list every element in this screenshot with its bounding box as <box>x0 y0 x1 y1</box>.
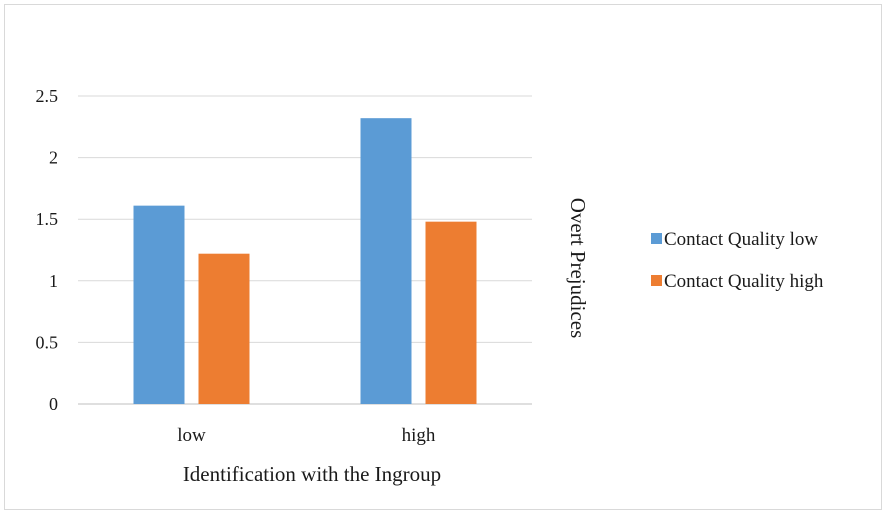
x-tick-labels: low high <box>177 425 436 446</box>
bars <box>134 118 477 404</box>
y-tick-labels: 0 0.5 1 1.5 2 2.5 <box>36 86 59 414</box>
y-axis-label: Overt Prejudices <box>566 198 590 339</box>
bar <box>426 222 477 404</box>
legend-entry: Contact Quality high <box>664 271 824 292</box>
legend-swatch <box>651 233 662 244</box>
y-tick-label: 1 <box>49 271 58 291</box>
y-tick-label: 2.5 <box>36 86 59 106</box>
bar <box>199 254 250 404</box>
legend-swatch <box>651 275 662 286</box>
y-tick-label: 0.5 <box>36 332 59 352</box>
x-axis-label: Identification with the Ingroup <box>183 462 441 486</box>
legend: Contact Quality low Contact Quality high <box>651 229 824 292</box>
bar <box>361 118 412 404</box>
x-tick-label: low <box>177 425 206 446</box>
y-tick-label: 1.5 <box>36 209 59 229</box>
y-tick-label: 2 <box>49 148 58 168</box>
bar <box>134 206 185 404</box>
y-tick-label: 0 <box>49 394 58 414</box>
legend-entry: Contact Quality low <box>664 229 818 250</box>
x-tick-label: high <box>402 425 436 446</box>
